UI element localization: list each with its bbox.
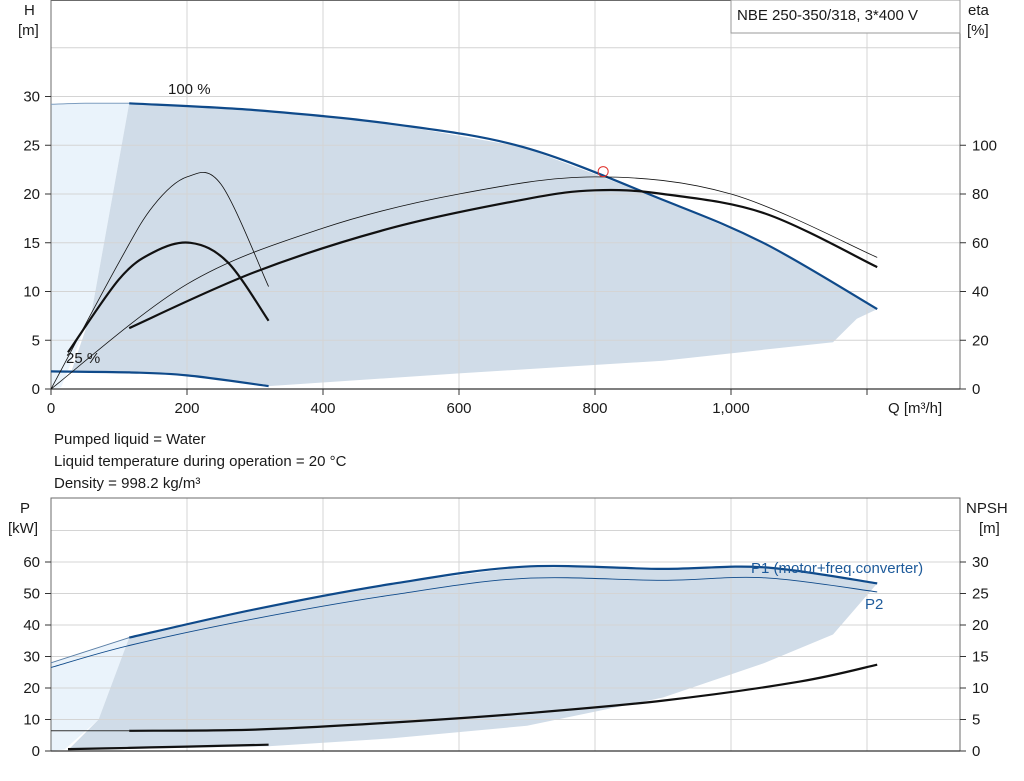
bottom-y-left-tick-60: 60	[23, 554, 40, 571]
h-curve-100-left-segment	[50, 102, 130, 105]
p1-curve-label: P1 (motor+freq.converter)	[751, 560, 923, 577]
label-100-percent: 100 %	[168, 81, 211, 98]
top-y-right-label-1: eta	[968, 2, 990, 19]
title-box-text: NBE 250-350/318, 3*400 V	[737, 7, 918, 24]
eta-curve-25-thick	[67, 241, 270, 354]
bottom-y-right-tick-15: 15	[972, 649, 989, 666]
p2-curve	[50, 576, 878, 668]
top-y-left-tick-20: 20	[23, 186, 40, 203]
bottom-y-right-label-2: [m]	[979, 520, 1000, 537]
top-y-left-label-2: [m]	[18, 22, 39, 39]
top-y-left-tick-10: 10	[23, 284, 40, 301]
h-curve-25	[50, 370, 269, 388]
top-y-right-tick-80: 80	[972, 186, 989, 203]
top-x-axis-label: Q [m³/h]	[888, 400, 942, 417]
bottom-y-right-tick-10: 10	[972, 680, 989, 697]
top-x-tick-label-1,000: 1,000	[712, 400, 750, 417]
eta-curve-25-thin	[50, 171, 269, 390]
bottom-y-left-tick-40: 40	[23, 617, 40, 634]
top-y-right-tick-60: 60	[972, 235, 989, 252]
bottom-y-right-tick-5: 5	[972, 712, 980, 729]
bottom-y-left-tick-0: 0	[32, 743, 40, 760]
eta-curve-100-thick	[128, 188, 878, 330]
bottom-y-left-tick-50: 50	[23, 586, 40, 603]
top-y-right-tick-0: 0	[972, 381, 980, 398]
bottom-light-region	[51, 637, 130, 751]
p1-curve-left-segment	[50, 637, 130, 664]
top-grid	[50, 0, 961, 390]
bottom-operating-area	[51, 566, 878, 751]
top-x-tick-label-200: 200	[174, 400, 199, 417]
bottom-y-right-tick-0: 0	[972, 743, 980, 760]
h-curve-100	[129, 102, 878, 311]
bottom-y-left-tick-30: 30	[23, 649, 40, 666]
bottom-y-left-tick-20: 20	[23, 680, 40, 697]
bottom-y-right-tick-30: 30	[972, 554, 989, 571]
label-25-percent: 25 %	[66, 350, 100, 367]
p1-curve	[128, 564, 878, 639]
bottom-y-right-tick-20: 20	[972, 617, 989, 634]
bottom-y-left-tick-10: 10	[23, 712, 40, 729]
operating-point-marker	[597, 166, 609, 178]
top-y-left-tick-25: 25	[23, 137, 40, 154]
bottom-main-region	[68, 566, 878, 751]
npsh-curve-100	[129, 663, 878, 732]
top-x-tick-label-800: 800	[582, 400, 607, 417]
p2-curve-label: P2	[865, 596, 883, 613]
top-main-region	[51, 103, 878, 387]
top-y-left-tick-5: 5	[32, 332, 40, 349]
eta-curve-100-thin	[50, 176, 878, 390]
bottom-y-left-label-2: [kW]	[8, 520, 38, 537]
top-y-left-label-1: H	[24, 2, 35, 19]
bottom-y-left-label-1: P	[20, 500, 30, 517]
pumped-liquid-text: Pumped liquid = Water	[54, 431, 206, 448]
top-y-right-tick-20: 20	[972, 332, 989, 349]
title-box	[730, 0, 961, 34]
top-y-right-label-2: [%]	[967, 22, 989, 39]
bottom-curves	[50, 564, 878, 751]
npsh-curve-25	[67, 743, 269, 751]
bottom-grid	[50, 497, 961, 752]
top-y-left-tick-30: 30	[23, 89, 40, 106]
top-x-tick-label-600: 600	[446, 400, 471, 417]
top-y-right-tick-40: 40	[972, 284, 989, 301]
bottom-y-right-tick-25: 25	[972, 586, 989, 603]
liquid-temperature-text: Liquid temperature during operation = 20…	[54, 453, 347, 470]
top-y-right-tick-100: 100	[972, 137, 997, 154]
top-curves	[50, 102, 878, 390]
top-y-left-tick-15: 15	[23, 235, 40, 252]
top-light-region	[51, 103, 130, 390]
top-x-tick-label-0: 0	[47, 400, 55, 417]
top-operating-area	[51, 103, 878, 390]
bottom-y-right-label-1: NPSH	[966, 500, 1008, 517]
tick-labels: 0 200 400 600 800 1,0000510152025300204060801…	[23, 89, 997, 761]
top-x-tick-label-400: 400	[310, 400, 335, 417]
top-y-left-tick-0: 0	[32, 381, 40, 398]
density-text: Density = 998.2 kg/m³	[54, 475, 201, 492]
